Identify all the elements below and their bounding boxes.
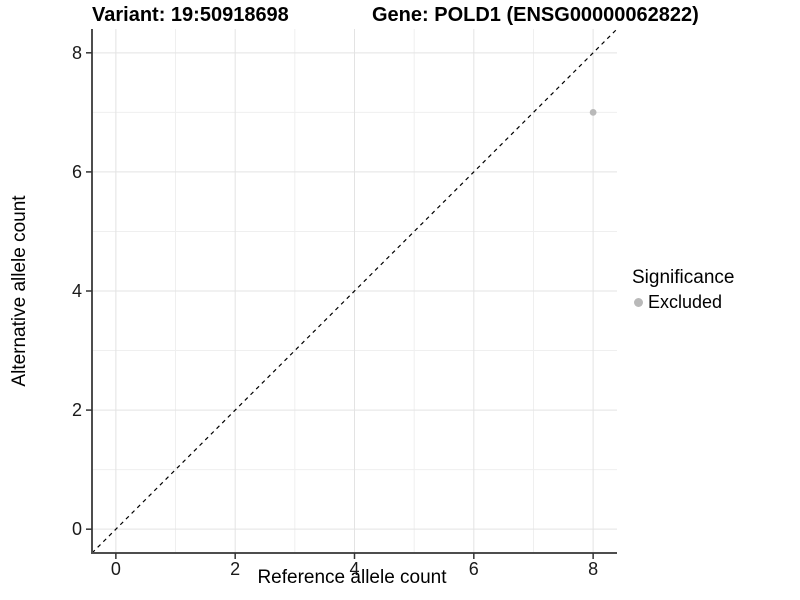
y-tick-label: 2 xyxy=(72,400,82,420)
y-tick-label: 6 xyxy=(72,162,82,182)
x-tick-label: 8 xyxy=(588,559,598,579)
legend-item-excluded: Excluded xyxy=(634,292,734,313)
x-tick-label: 4 xyxy=(349,559,359,579)
data-point xyxy=(589,108,597,116)
plot-title-gene: Gene: POLD1 (ENSG00000062822) xyxy=(372,4,699,26)
y-tick-label: 0 xyxy=(72,519,82,539)
y-tick-label: 4 xyxy=(72,281,82,301)
x-axis-label: Reference allele count xyxy=(257,567,447,588)
legend-item-label: Excluded xyxy=(648,292,723,312)
x-tick-label: 2 xyxy=(230,559,240,579)
y-tick-label: 8 xyxy=(72,43,82,63)
legend: Significance Excluded xyxy=(632,267,734,313)
x-tick-label: 0 xyxy=(111,559,121,579)
legend-key-dot-icon xyxy=(634,298,643,307)
y-axis-label: Alternative allele count xyxy=(9,195,30,387)
identity-line xyxy=(91,28,618,554)
legend-title: Significance xyxy=(632,267,735,288)
x-tick-label: 6 xyxy=(469,559,479,579)
plot-title-variant: Variant: 19:50918698 xyxy=(92,4,289,26)
